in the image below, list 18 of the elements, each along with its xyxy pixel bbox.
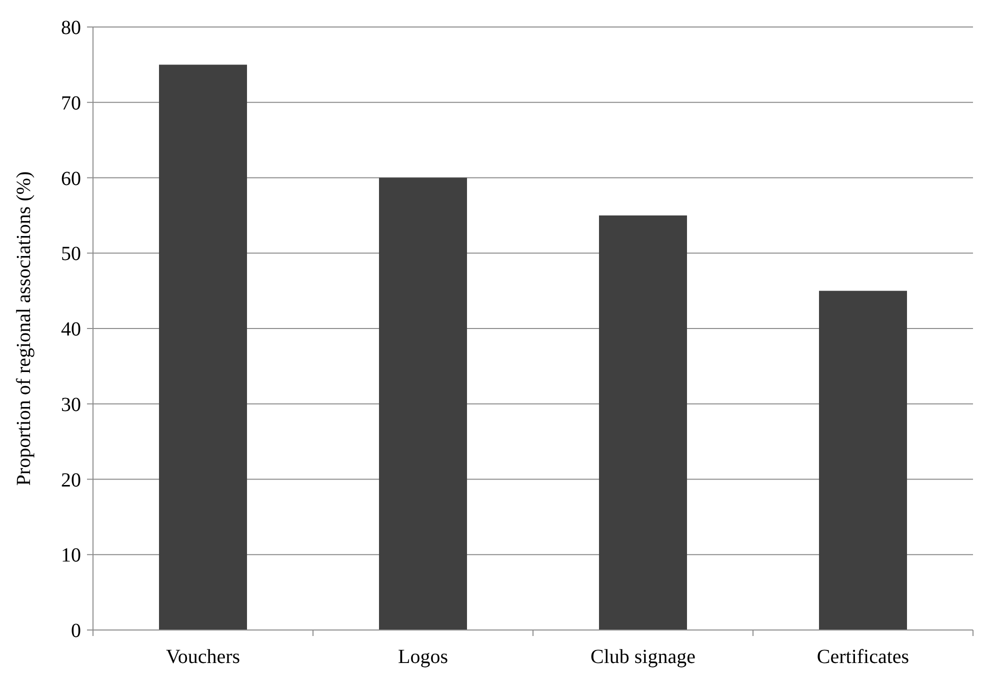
bar [599, 215, 687, 630]
y-tick-label: 20 [61, 469, 81, 492]
bar [379, 178, 467, 630]
x-tick-label: Certificates [816, 646, 910, 668]
x-tick-label: Logos [398, 646, 448, 668]
y-tick-label: 30 [61, 394, 81, 416]
y-tick-label: 80 [61, 17, 81, 39]
y-tick-label: 40 [61, 318, 81, 340]
y-tick-label: 0 [71, 620, 81, 642]
y-tick-label: 50 [61, 243, 81, 266]
y-tick-label: 60 [61, 168, 81, 190]
y-tick-label: 10 [61, 544, 81, 567]
bar [159, 64, 247, 630]
bar [819, 290, 907, 630]
y-tick-label: 70 [61, 92, 81, 114]
x-tick-label: Vouchers [166, 646, 240, 668]
y-axis-title: Proportion of regional associations (%) [13, 171, 35, 486]
x-tick-label: Club signage [590, 646, 696, 668]
